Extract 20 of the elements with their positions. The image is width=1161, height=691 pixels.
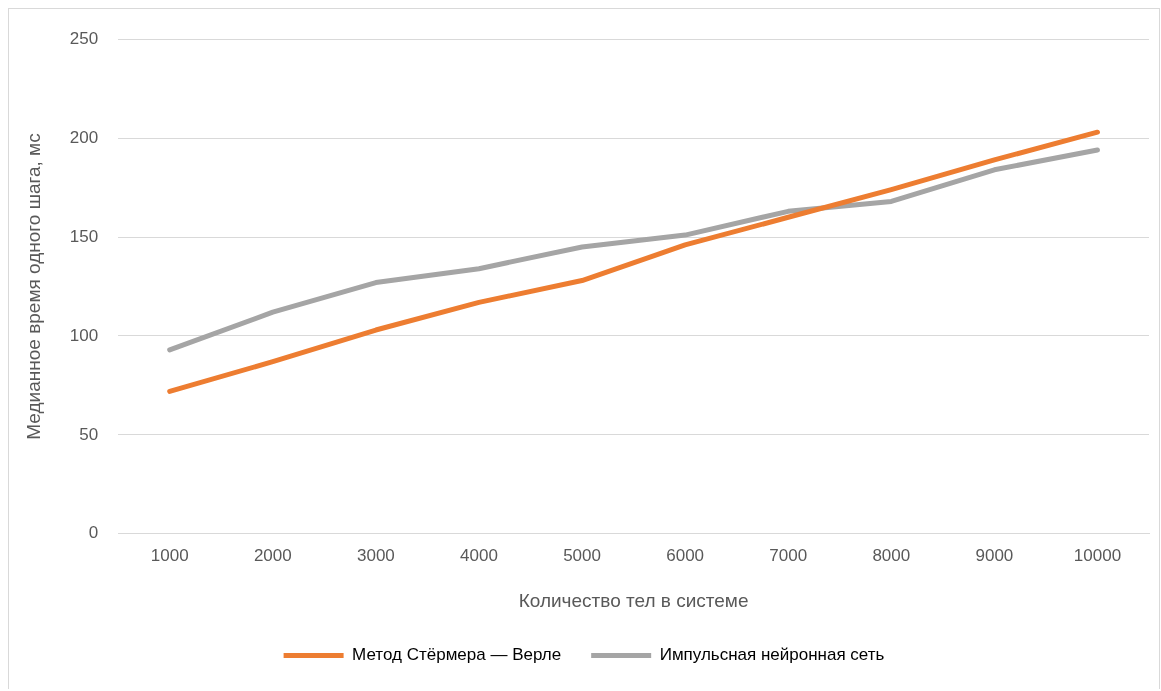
x-tick-label: 8000 <box>872 545 911 565</box>
y-tick-label: 200 <box>69 127 99 147</box>
x-tick-label: 3000 <box>356 545 395 565</box>
legend-label: Импульсная нейронная сеть <box>659 645 885 665</box>
y-tick-label: 0 <box>88 523 99 543</box>
y-tick-label: 100 <box>69 325 99 345</box>
x-tick-label: 2000 <box>253 545 292 565</box>
y-axis-title: Медианное время одного шага, мс <box>22 133 44 440</box>
y-tick-label: 150 <box>69 226 99 246</box>
x-tick-label: 1000 <box>150 545 189 565</box>
x-tick-label: 6000 <box>666 545 705 565</box>
x-tick-label: 5000 <box>563 545 601 565</box>
x-tick-label: 7000 <box>769 545 808 565</box>
x-tick-label: 9000 <box>975 545 1014 565</box>
x-tick-label: 10000 <box>1073 545 1122 565</box>
x-tick-label: 4000 <box>460 545 498 565</box>
y-tick-label: 250 <box>69 28 99 48</box>
x-axis-title: Количество тел в системе <box>518 589 749 611</box>
y-tick-label: 50 <box>79 424 99 444</box>
legend-label: Метод Стёрмера — Верле <box>352 645 562 665</box>
